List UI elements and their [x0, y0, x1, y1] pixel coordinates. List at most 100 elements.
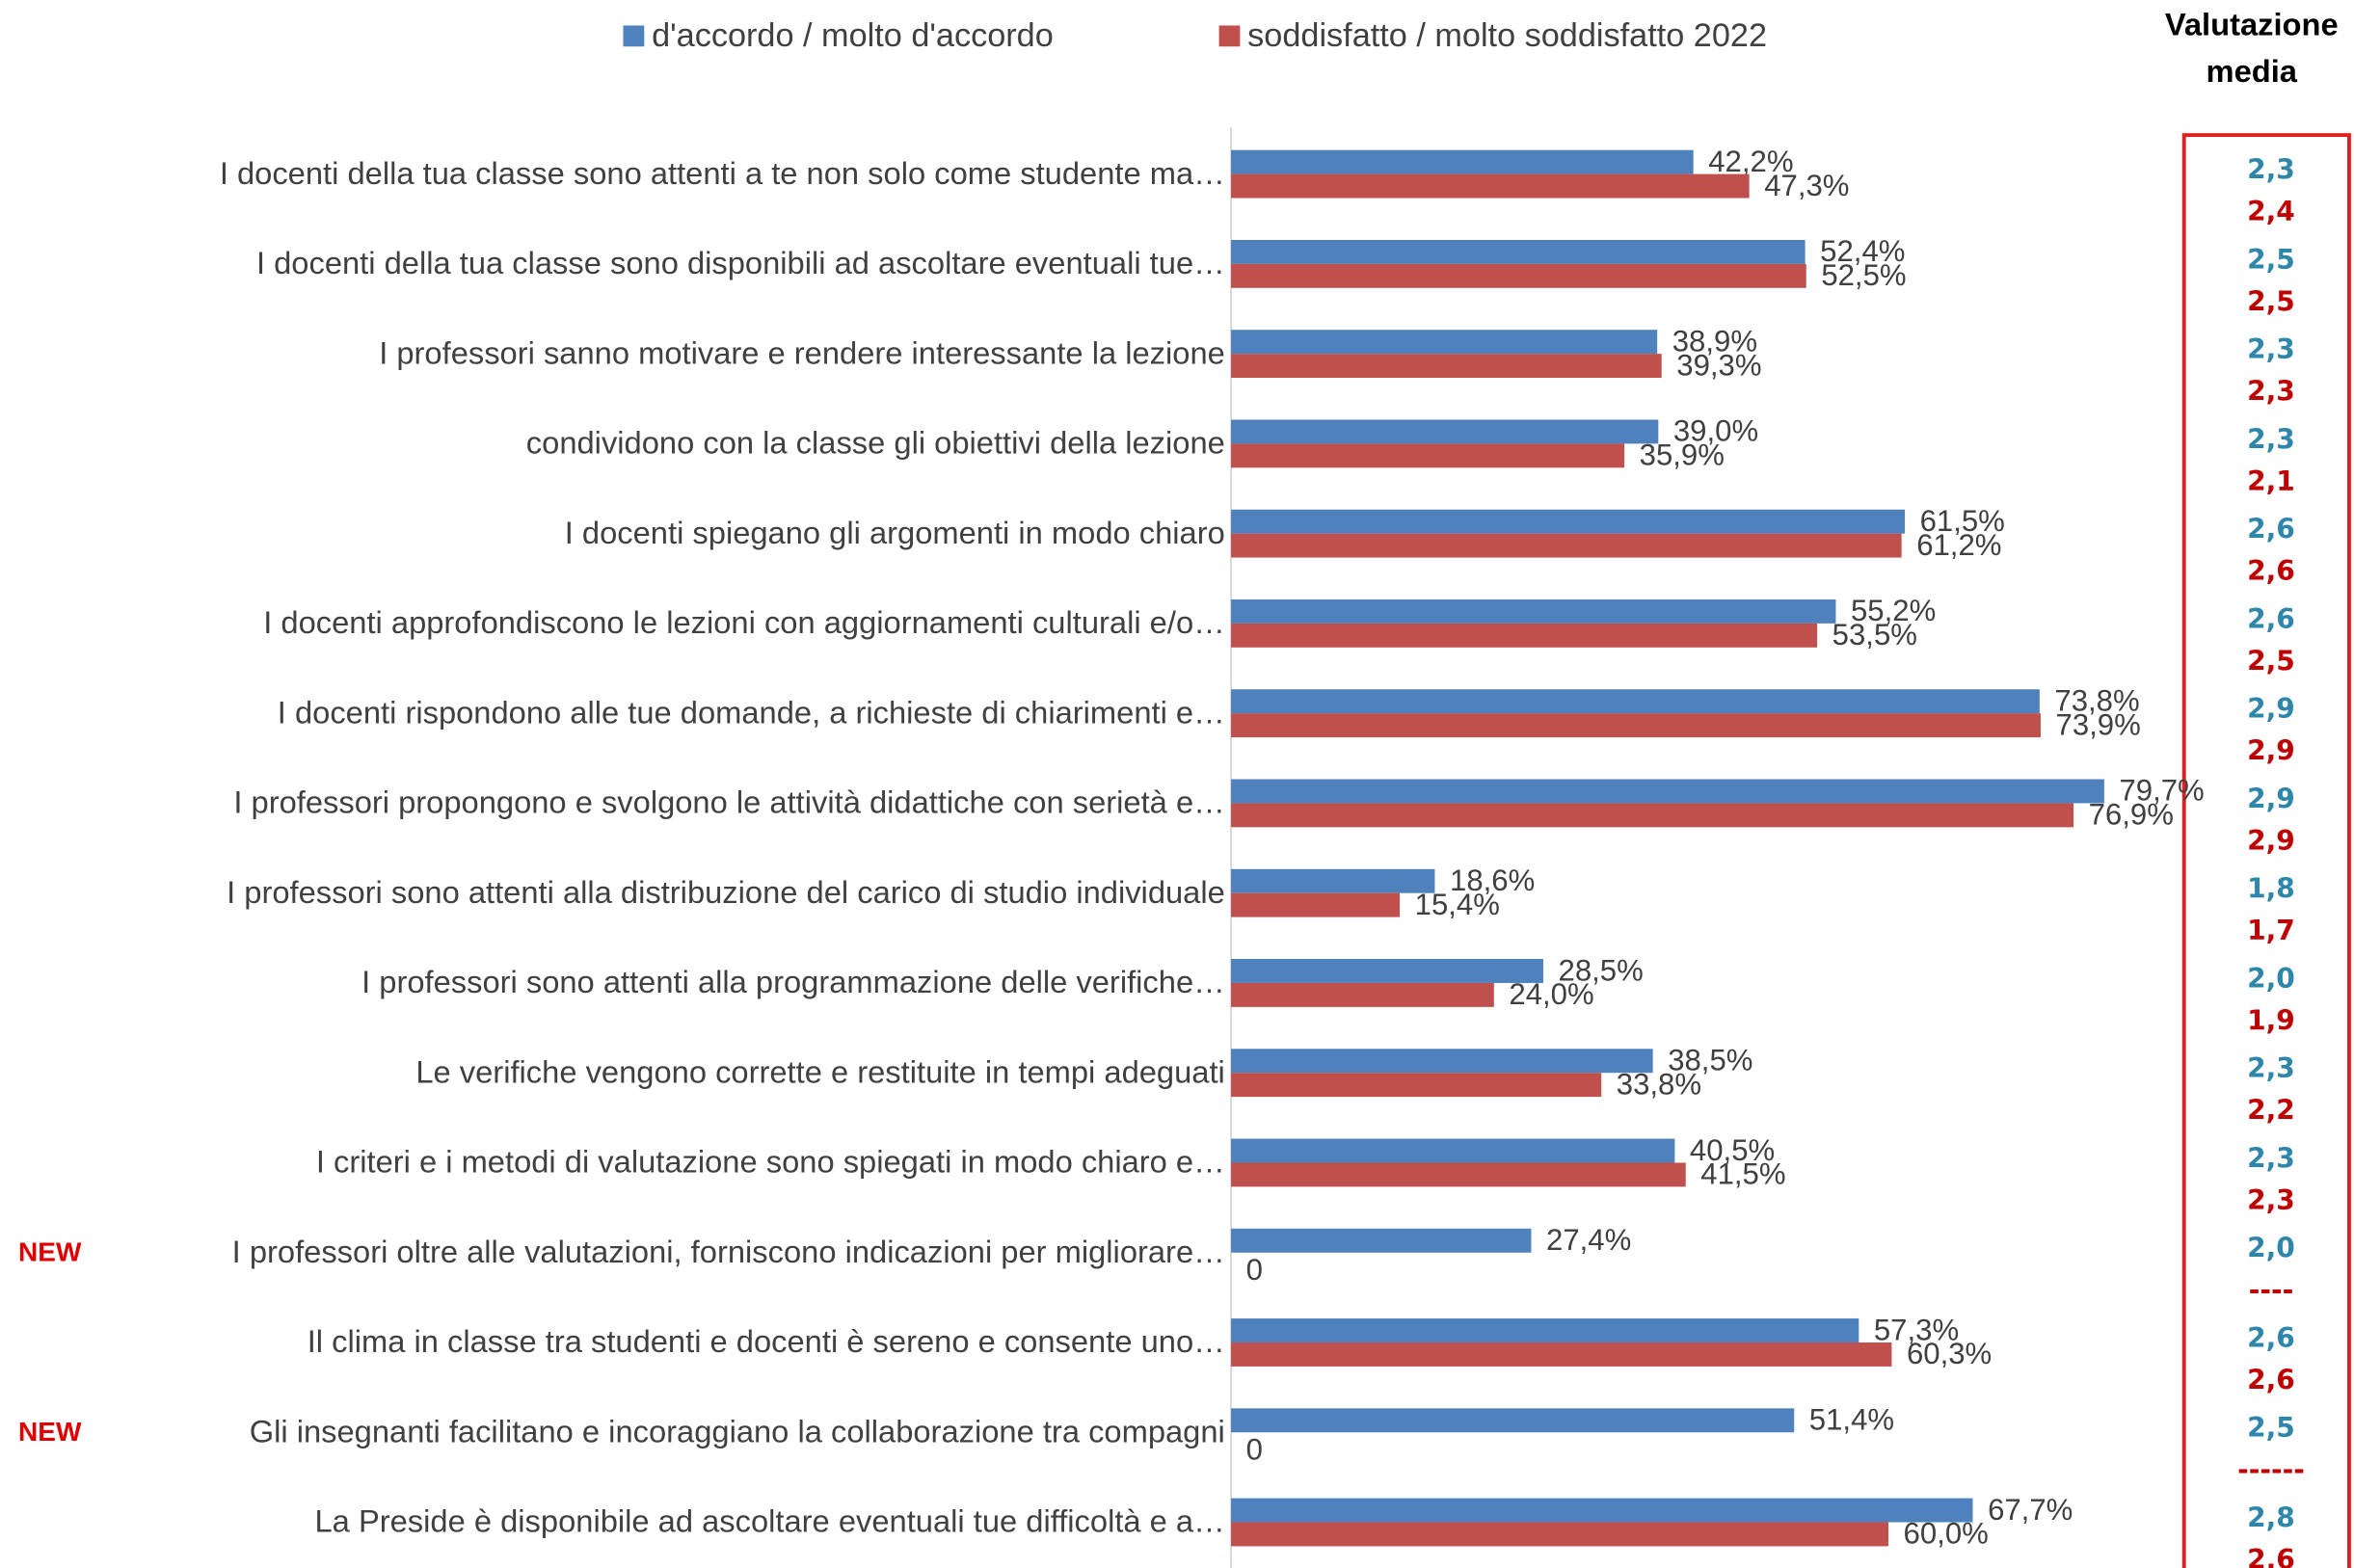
- value-label: 55,2%: [1851, 594, 1936, 627]
- rating-satisfied: 2,9: [2247, 825, 2295, 857]
- rating-agree: 2,6: [2247, 1322, 2295, 1354]
- value-label: 35,9%: [1640, 439, 1725, 472]
- bar: [1231, 533, 1902, 558]
- value-label: 61,2%: [1916, 528, 2001, 562]
- bar: [1231, 1522, 1888, 1547]
- bar: [1231, 1318, 1859, 1342]
- category-label: I professori sono attenti alla distribuz…: [227, 874, 1225, 910]
- value-label: 38,9%: [1672, 324, 1757, 358]
- bar: [1231, 1408, 1795, 1433]
- category-label: I docenti della tua classe sono attenti …: [220, 155, 1225, 191]
- rating-satisfied: 1,9: [2247, 1004, 2295, 1036]
- bar: [1231, 443, 1625, 468]
- value-label: 28,5%: [1559, 953, 1644, 987]
- value-label: 52,5%: [1821, 258, 1906, 292]
- rating-title: Valutazione: [2165, 7, 2339, 42]
- value-label: 15,4%: [1415, 888, 1500, 921]
- category-label: I professori oltre alle valutazioni, for…: [232, 1234, 1225, 1269]
- value-label: 33,8%: [1617, 1067, 1701, 1101]
- bar: [1231, 959, 1543, 983]
- legend-swatch: [623, 25, 645, 47]
- bar: [1231, 623, 1818, 648]
- rating-agree: 2,9: [2247, 783, 2295, 814]
- bar: [1231, 239, 1806, 264]
- value-label: 42,2%: [1708, 145, 1793, 178]
- category-label: I docenti spiegano gli argomenti in modo…: [565, 515, 1225, 550]
- rating-satisfied: 2,6: [2247, 555, 2295, 587]
- category-label: I professori sono attenti alla programma…: [361, 964, 1225, 999]
- value-label: 51,4%: [1809, 1403, 1894, 1437]
- value-label: 76,9%: [2089, 798, 2174, 832]
- rating-agree: 1,8: [2247, 873, 2295, 905]
- value-label: 79,7%: [2119, 774, 2204, 808]
- value-label: 41,5%: [1700, 1157, 1785, 1191]
- rating-satisfied: 2,1: [2247, 465, 2295, 497]
- bar: [1231, 1073, 1602, 1098]
- bar: [1231, 598, 1836, 624]
- rating-satisfied: ----: [2249, 1274, 2294, 1306]
- value-label: 60,0%: [1904, 1517, 1989, 1551]
- bar: [1231, 1228, 1532, 1253]
- bar: [1231, 892, 1401, 917]
- category-label: I docenti approfondiscono le lezioni con…: [263, 604, 1225, 640]
- rating-box: [2181, 133, 2351, 1568]
- bar: [1231, 1498, 1973, 1523]
- bar: [1231, 509, 1906, 534]
- rating-agree: 2,3: [2247, 1052, 2295, 1084]
- category-label: Le verifiche vengono corrette e restitui…: [415, 1053, 1224, 1089]
- bar: [1231, 1049, 1653, 1074]
- rating-satisfied: 2,6: [2247, 1364, 2295, 1395]
- new-badge: NEW: [18, 1417, 82, 1447]
- legend-swatch: [1218, 25, 1241, 47]
- bar: [1231, 689, 2040, 714]
- rating-satisfied: ------: [2237, 1454, 2305, 1486]
- value-label: 57,3%: [1874, 1313, 1959, 1346]
- rating-agree: 2,6: [2247, 603, 2295, 635]
- bar: [1231, 779, 2104, 804]
- bar: [1231, 149, 1694, 174]
- rating-satisfied: 2,5: [2247, 285, 2295, 317]
- bar: [1231, 263, 1806, 288]
- category-label: Il clima in classe tra studenti e docent…: [308, 1323, 1225, 1359]
- rating-agree: 2,5: [2247, 1412, 2295, 1444]
- rating-agree: 2,3: [2247, 153, 2295, 185]
- category-label: I professori sanno motivare e rendere in…: [379, 334, 1225, 370]
- value-label: 52,4%: [1820, 234, 1905, 268]
- bar: [1231, 419, 1659, 444]
- rating-agree: 2,0: [2247, 963, 2295, 995]
- rating-satisfied: 2,3: [2247, 376, 2295, 408]
- category-label: I docenti della tua classe sono disponib…: [256, 245, 1225, 280]
- rating-agree: 2,3: [2247, 423, 2295, 455]
- rating-satisfied: 2,6: [2247, 1544, 2295, 1568]
- rating-satisfied: 2,3: [2247, 1184, 2295, 1216]
- value-label: 27,4%: [1546, 1223, 1631, 1257]
- bar: [1231, 1138, 1675, 1163]
- category-label: La Preside è disponibile ad ascoltare ev…: [315, 1503, 1225, 1539]
- legend-label: d'accordo / molto d'accordo: [652, 17, 1054, 54]
- value-label: 38,5%: [1668, 1044, 1752, 1077]
- bar: [1231, 982, 1494, 1007]
- rating-satisfied: 2,5: [2247, 645, 2295, 677]
- bar: [1231, 713, 2041, 738]
- rating-agree: 2,0: [2247, 1233, 2295, 1264]
- rating-title: media: [2207, 53, 2298, 89]
- value-label: 61,5%: [1920, 504, 2005, 538]
- category-label: I docenti rispondono alle tue domande, a…: [278, 694, 1225, 730]
- rating-agree: 2,5: [2247, 244, 2295, 276]
- rating-agree: 2,3: [2247, 333, 2295, 365]
- bar: [1231, 803, 2074, 828]
- value-label: 73,9%: [2056, 707, 2141, 741]
- value-label: 39,3%: [1676, 348, 1761, 382]
- rating-satisfied: 2,9: [2247, 735, 2295, 767]
- value-label: 39,0%: [1673, 414, 1758, 448]
- value-label: 67,7%: [1988, 1493, 2073, 1527]
- value-label: 40,5%: [1690, 1133, 1775, 1167]
- rating-satisfied: 2,4: [2247, 196, 2295, 227]
- rating-agree: 2,3: [2247, 1142, 2295, 1174]
- value-label: 73,8%: [2054, 683, 2139, 717]
- value-label: 47,3%: [1764, 169, 1849, 202]
- bar: [1231, 173, 1750, 199]
- rating-agree: 2,9: [2247, 693, 2295, 725]
- rating-agree: 2,8: [2247, 1502, 2295, 1533]
